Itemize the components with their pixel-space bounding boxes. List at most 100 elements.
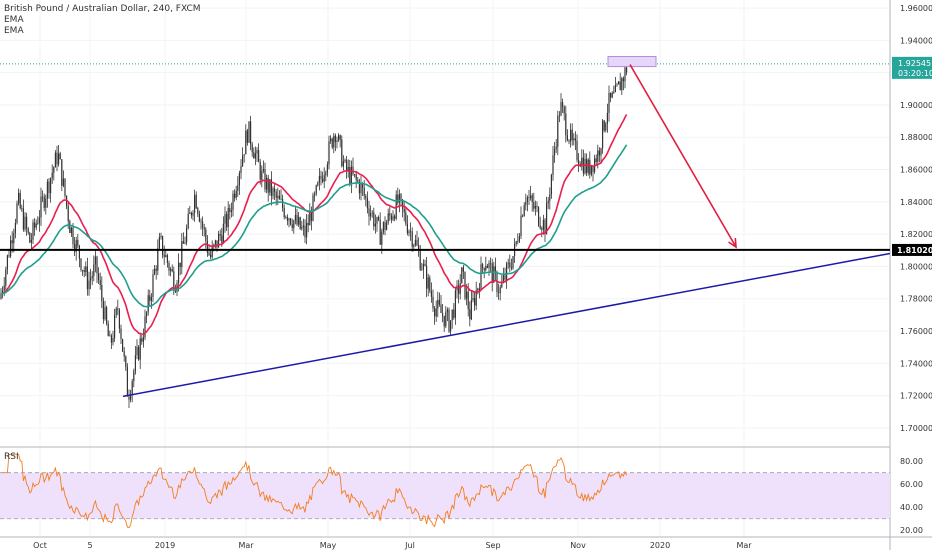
candle-body	[283, 208, 285, 218]
candle-body	[178, 262, 180, 283]
candle-body	[93, 264, 95, 276]
candle-body	[547, 200, 549, 204]
candle-body	[523, 205, 525, 217]
candle-body	[64, 178, 66, 196]
candle-body	[434, 308, 436, 317]
candle-body	[339, 135, 341, 140]
candle-body	[475, 290, 477, 306]
time-tick-label: 2019	[155, 541, 175, 550]
time-tick-label: 5	[87, 541, 92, 550]
price-tick-label: 1.90000	[900, 101, 932, 110]
candle-body	[362, 183, 364, 188]
candle-body	[450, 320, 452, 332]
candle-body	[45, 198, 47, 208]
candle-body	[109, 335, 111, 337]
candle-body	[410, 231, 412, 232]
candle-body	[328, 141, 330, 165]
candle-body	[50, 178, 52, 194]
candle-body	[256, 150, 258, 154]
candle-body	[451, 309, 453, 321]
candle-body	[506, 263, 508, 280]
candle-body	[530, 195, 532, 199]
candle-body	[206, 241, 208, 253]
candle-body	[181, 241, 183, 267]
candle-body	[405, 212, 407, 224]
candle-body	[622, 78, 624, 82]
candle-body	[325, 172, 327, 176]
candle-body	[141, 338, 143, 342]
time-tick-label: Mar	[238, 541, 254, 550]
candle-body	[624, 67, 626, 82]
candle-body	[563, 106, 565, 114]
candle-body	[126, 366, 128, 397]
candle-body	[574, 138, 576, 141]
candle-body	[398, 194, 400, 203]
candle-body	[528, 197, 530, 199]
candle-body	[214, 240, 216, 245]
price-tick-label: 1.94000	[900, 36, 932, 45]
candle-body	[478, 288, 480, 291]
ema-slow-line	[0, 144, 628, 308]
candle-body	[483, 268, 485, 271]
candle-body	[618, 81, 620, 85]
candle-body	[86, 266, 88, 290]
candle-body	[192, 212, 194, 216]
candle-body	[560, 102, 562, 116]
candle-body	[552, 155, 554, 175]
candle-body	[606, 112, 608, 124]
projection-arrow-line	[629, 64, 737, 248]
candle-body	[605, 123, 607, 131]
candle-body	[549, 194, 551, 201]
candle-body	[27, 228, 29, 233]
candle-body	[554, 148, 556, 156]
candle-body	[299, 217, 301, 229]
candle-body	[230, 210, 232, 212]
candle-body	[389, 213, 391, 216]
candle-body	[424, 263, 426, 266]
candle-body	[43, 196, 45, 208]
candle-body	[152, 274, 154, 297]
candle-body	[522, 215, 524, 217]
candle-body	[392, 216, 394, 220]
candle-body	[496, 272, 498, 293]
candle-body	[394, 216, 396, 219]
price-tick-label: 1.88000	[900, 133, 932, 142]
candle-body	[59, 153, 61, 160]
candle-body	[469, 309, 471, 320]
candle-body	[240, 166, 242, 174]
candle-body	[376, 217, 378, 224]
candle-body	[24, 216, 26, 230]
candle-body	[154, 268, 156, 275]
candle-body	[592, 166, 594, 172]
candle-body	[344, 160, 346, 162]
candle-body	[470, 300, 472, 320]
candle-body	[486, 265, 488, 269]
candle-body	[150, 296, 152, 301]
candle-body	[571, 129, 573, 141]
candle-body	[485, 265, 487, 271]
candle-body	[85, 266, 87, 272]
candle-body	[502, 275, 504, 283]
candle-body	[358, 181, 360, 194]
candle-body	[54, 152, 56, 168]
candle-body	[235, 190, 237, 198]
candle-body	[258, 150, 260, 163]
candle-body	[459, 283, 461, 294]
candle-body	[13, 232, 15, 244]
candle-body	[110, 335, 112, 343]
candle-body	[174, 290, 176, 292]
candle-body	[101, 284, 103, 302]
candle-body	[195, 194, 197, 209]
candle-body	[274, 188, 276, 193]
candle-body	[402, 199, 404, 209]
countdown-label: 03:20:10	[898, 69, 932, 78]
candle-body	[333, 135, 335, 148]
candle-body	[56, 152, 58, 165]
candle-body	[614, 85, 616, 93]
candle-body	[368, 208, 370, 217]
candle-body	[208, 252, 210, 255]
candle-body	[518, 236, 520, 242]
candle-body	[190, 212, 192, 216]
candle-body	[557, 115, 559, 147]
